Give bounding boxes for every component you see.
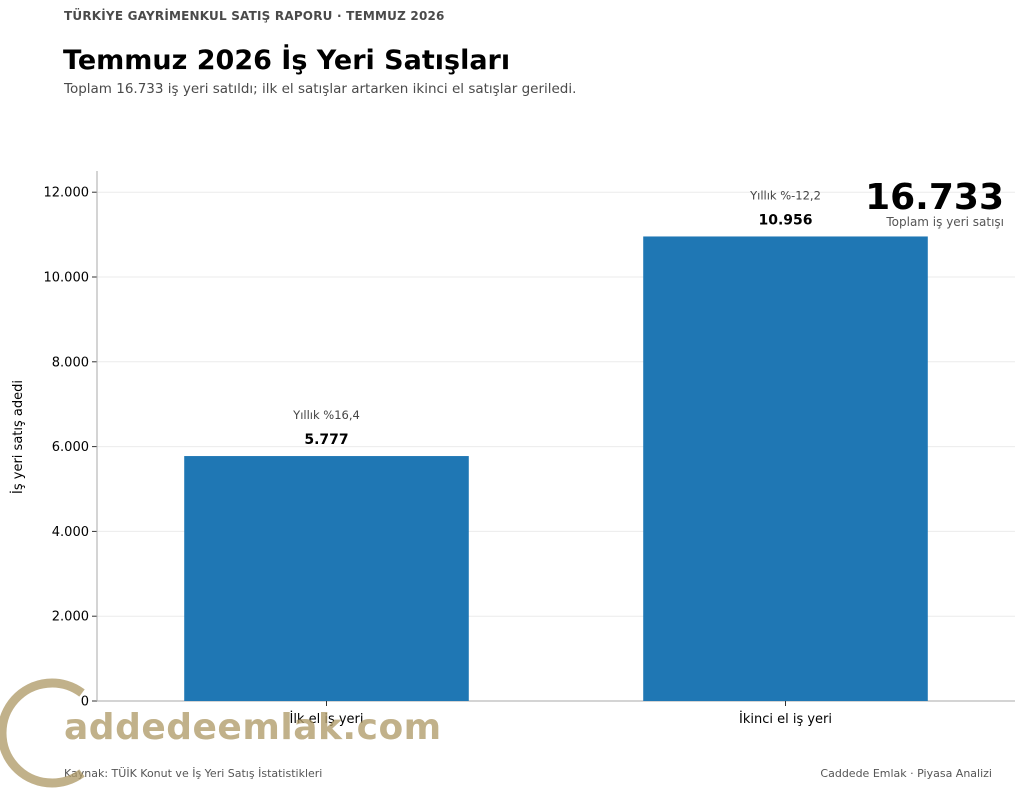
- brand-note: Caddede Emlak · Piyasa Analizi: [820, 767, 992, 780]
- bars: [184, 236, 928, 701]
- bar-value-label: 5.777: [304, 432, 348, 448]
- bar-change-label: Yıllık %16,4: [292, 408, 360, 422]
- x-tick-label: İlk el iş yeri: [289, 711, 363, 727]
- x-tick-label: İkinci el iş yeri: [739, 711, 832, 727]
- report-kicker: TÜRKİYE GAYRİMENKUL SATIŞ RAPORU · TEMMU…: [64, 9, 445, 23]
- bar-labels: 5.777 Yıllık %16,4 10.956 Yıllık %-12,2: [292, 188, 821, 448]
- axes: 0 2.000 4.000 6.000 8.000 10.000 12.000 İlk el …: [44, 171, 1015, 727]
- y-tick-label: 10.000: [44, 271, 90, 286]
- page-subtitle: Toplam 16.733 iş yeri satıldı; ilk el sa…: [64, 81, 577, 97]
- y-tick-label: 8.000: [52, 355, 89, 370]
- y-tick-label: 12.000: [44, 186, 90, 201]
- y-tick-label: 0: [81, 695, 89, 710]
- total-sales-value: 16.733: [865, 177, 1004, 218]
- total-sales-label: Toplam iş yeri satışı: [885, 215, 1004, 229]
- bar-change-label: Yıllık %-12,2: [749, 188, 821, 202]
- y-tick-label: 4.000: [52, 525, 89, 540]
- bar-value-label: 10.956: [758, 212, 812, 228]
- watermark-text: addedeemlak.com: [64, 707, 442, 748]
- y-tick-label: 2.000: [52, 610, 89, 625]
- y-axis-label: İş yeri satış adedi: [10, 380, 26, 494]
- page-title: Temmuz 2026 İş Yeri Satışları: [63, 45, 511, 76]
- bar: [184, 456, 469, 701]
- bar: [643, 236, 928, 701]
- source-note: Kaynak: TÜİK Konut ve İş Yeri Satış İsta…: [64, 767, 323, 780]
- y-tick-label: 6.000: [52, 440, 89, 455]
